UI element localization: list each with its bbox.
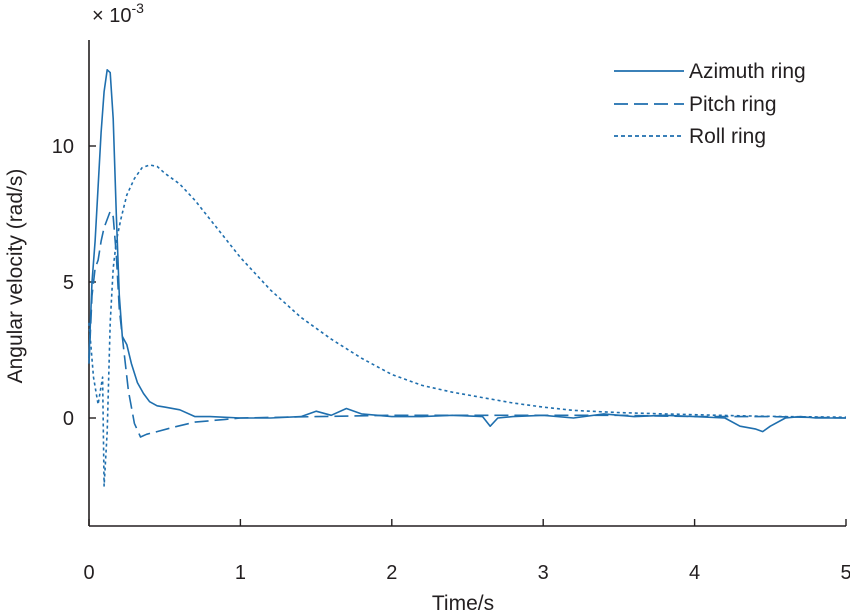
- x-tick-label: 2: [386, 562, 397, 584]
- y-tick-label: 5: [63, 272, 74, 294]
- y-exponent-power: -3: [131, 0, 144, 16]
- x-tick-label: 1: [235, 562, 246, 584]
- series-line-pitch-ring: [88, 210, 847, 438]
- x-axis-title: Time/s: [432, 592, 494, 614]
- legend-label-pitch: Pitch ring: [689, 93, 777, 116]
- y-tick-label: 0: [63, 408, 74, 430]
- y-ticks: 0 5 10: [52, 136, 96, 430]
- series-line-azimuth-ring: [88, 69, 846, 433]
- series-line-roll-ring: [88, 164, 847, 487]
- x-tick-label: 3: [538, 562, 549, 584]
- legend: Azimuth ring Pitch ring Roll ring: [614, 60, 806, 148]
- y-exponent-base: × 10: [92, 5, 131, 27]
- x-tick-label: 4: [689, 562, 700, 584]
- legend-label-azimuth: Azimuth ring: [689, 60, 806, 83]
- series-layer: [88, 69, 847, 487]
- x-tick-label: 5: [840, 562, 850, 584]
- y-axis-title: Angular velocity (rad/s): [4, 169, 27, 384]
- y-tick-label: 10: [52, 136, 74, 158]
- x-tick-label: 0: [83, 562, 94, 584]
- y-exponent-label: × 10-3: [92, 0, 144, 27]
- legend-label-roll: Roll ring: [689, 125, 766, 148]
- x-ticks: 0 1 2 3 4 5: [83, 519, 850, 584]
